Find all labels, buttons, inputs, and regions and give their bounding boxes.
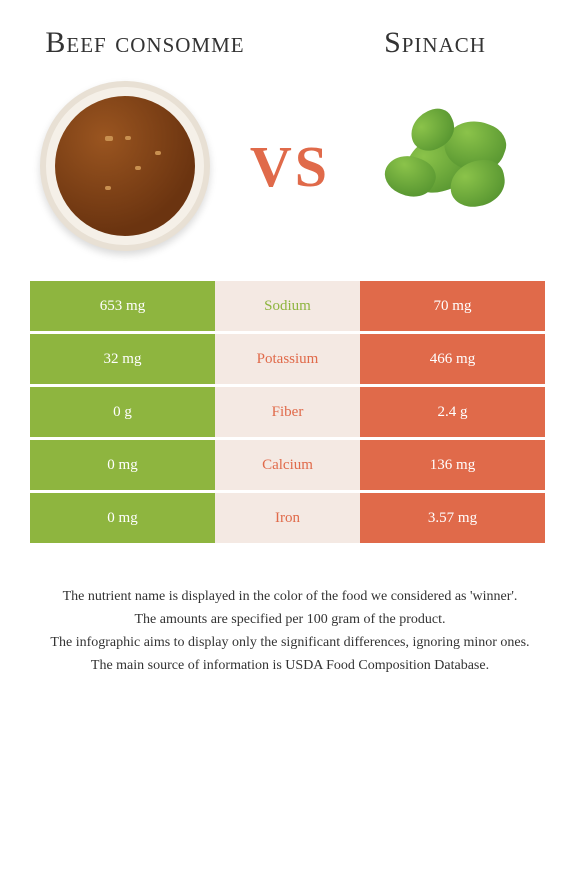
- cell-nutrient-label: Calcium: [215, 440, 360, 490]
- table-row: 0 mgIron3.57 mg: [30, 493, 550, 543]
- cell-nutrient-label: Fiber: [215, 387, 360, 437]
- cell-left-value: 0 mg: [30, 493, 215, 543]
- nutrient-table: 653 mgSodium70 mg32 mgPotassium466 mg0 g…: [15, 281, 565, 543]
- cell-nutrient-label: Sodium: [215, 281, 360, 331]
- footer-line: The amounts are specified per 100 gram o…: [25, 609, 555, 630]
- cell-right-value: 2.4 g: [360, 387, 545, 437]
- table-row: 0 mgCalcium136 mg: [30, 440, 550, 490]
- table-row: 32 mgPotassium466 mg: [30, 334, 550, 384]
- beef-consomme-image: [35, 76, 215, 256]
- cell-left-value: 32 mg: [30, 334, 215, 384]
- footer-line: The infographic aims to display only the…: [25, 632, 555, 653]
- footer-line: The main source of information is USDA F…: [25, 655, 555, 676]
- footer-notes: The nutrient name is displayed in the co…: [15, 546, 565, 676]
- cell-right-value: 136 mg: [360, 440, 545, 490]
- cell-left-value: 653 mg: [30, 281, 215, 331]
- vs-label: VS: [250, 133, 330, 200]
- table-row: 0 gFiber2.4 g: [30, 387, 550, 437]
- footer-line: The nutrient name is displayed in the co…: [25, 586, 555, 607]
- table-row: 653 mgSodium70 mg: [30, 281, 550, 331]
- cell-left-value: 0 g: [30, 387, 215, 437]
- cell-nutrient-label: Potassium: [215, 334, 360, 384]
- title-left: Beef consomme: [35, 25, 255, 61]
- images-row: VS: [15, 71, 565, 281]
- header: Beef consomme Spinach: [15, 15, 565, 71]
- cell-right-value: 70 mg: [360, 281, 545, 331]
- cell-left-value: 0 mg: [30, 440, 215, 490]
- title-right: Spinach: [325, 25, 545, 61]
- cell-nutrient-label: Iron: [215, 493, 360, 543]
- cell-right-value: 3.57 mg: [360, 493, 545, 543]
- spinach-image: [365, 76, 545, 256]
- cell-right-value: 466 mg: [360, 334, 545, 384]
